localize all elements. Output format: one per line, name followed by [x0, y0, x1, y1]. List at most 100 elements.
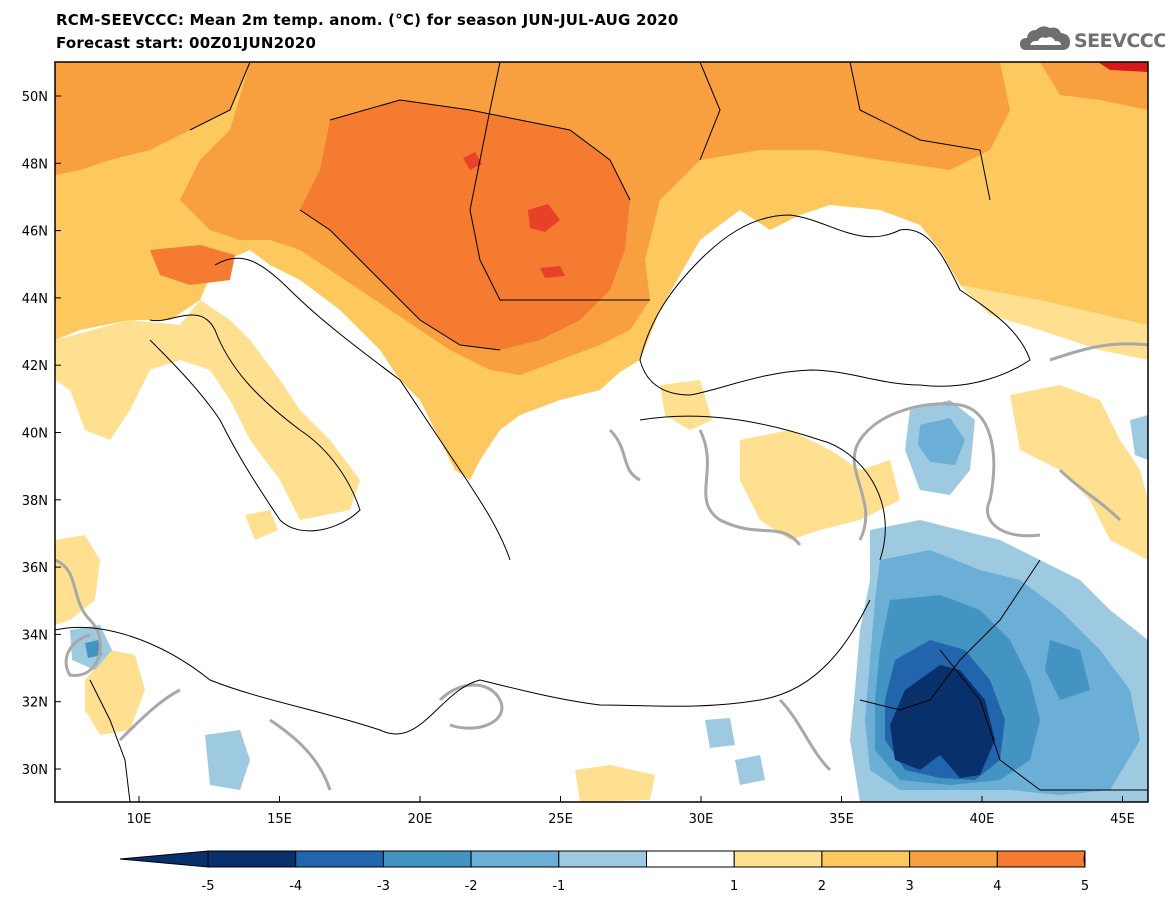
colorbar-label: -5	[202, 879, 215, 894]
warm-anomaly-patch	[660, 380, 712, 430]
border-line	[469, 62, 650, 301]
colorbar-segment	[996, 850, 1086, 868]
colorbar-segment	[207, 850, 297, 868]
colorbar-segment	[295, 850, 384, 868]
colorbar-segment	[470, 850, 560, 868]
lon-label: 30E	[689, 812, 714, 827]
colorbar-label: 4	[993, 879, 1001, 894]
cold-anomaly-region	[1130, 415, 1148, 460]
zero-anomaly-contours	[55, 342, 1148, 791]
warm-anomaly-patch	[245, 510, 278, 540]
lat-label: 40N	[22, 427, 48, 442]
longitude-axis: 10E 15E 20E 25E 30E 35E 40E 45E	[127, 796, 1135, 827]
warm-anomaly-patch	[55, 300, 360, 520]
lat-label: 34N	[22, 628, 48, 643]
map-title: RCM-SEEVCCC: Mean 2m temp. anom. (°C) fo…	[56, 11, 679, 29]
border-line	[859, 559, 1041, 711]
lon-label: 15E	[267, 812, 292, 827]
contour-line	[778, 698, 832, 772]
colorbar-min-arrow	[119, 850, 209, 868]
cold-anomaly-region	[705, 718, 735, 748]
warm-anomaly-hotspot	[150, 245, 235, 285]
colorbar-segment	[646, 850, 735, 868]
seevccc-logo: SEEVCCC	[1018, 20, 1165, 56]
lat-label: 32N	[22, 696, 48, 711]
colorbar-segment	[382, 850, 472, 868]
border-line	[699, 62, 721, 161]
border-line	[189, 62, 251, 131]
contour-line	[269, 718, 332, 791]
colorbar-max-arrow	[1083, 850, 1086, 868]
warm-anomaly-peak	[1098, 62, 1148, 72]
lon-label: 40E	[970, 812, 995, 827]
lat-label: 30N	[22, 763, 48, 778]
warm-anomaly-patch	[1010, 385, 1148, 560]
lat-label: 38N	[22, 494, 48, 509]
warm-anomaly-hotspot	[300, 100, 630, 350]
warm-anomaly-core	[55, 62, 250, 175]
colorbar-segment	[909, 850, 998, 868]
warm-anomaly-peak	[528, 204, 560, 232]
contour-line	[852, 402, 1041, 541]
colorbar: -5 -4 -3 -2 -1 1 2 3 4 5	[119, 850, 1089, 894]
cold-anomaly-core	[918, 418, 965, 465]
colorbar-label: 3	[905, 879, 913, 894]
forecast-start-subtitle: Forecast start: 00Z01JUN2020	[56, 34, 317, 52]
logo-text: SEEVCCC	[1074, 30, 1165, 52]
contour-line	[55, 558, 102, 677]
country-borders	[55, 62, 1148, 802]
border-line	[939, 649, 1148, 791]
border-line	[299, 209, 501, 351]
lon-label: 45E	[1110, 812, 1135, 827]
warm-anomaly-patch	[85, 650, 145, 735]
colorbar-label: -4	[289, 879, 302, 894]
lon-label: 25E	[548, 812, 573, 827]
warm-anomaly-peak	[540, 266, 565, 278]
contour-line	[118, 688, 181, 742]
lon-label: 10E	[127, 812, 152, 827]
contour-line	[698, 429, 802, 546]
contour-line	[438, 683, 504, 730]
contour-line	[1049, 342, 1148, 362]
cold-anomaly-strong	[1045, 640, 1090, 700]
colorbar-label: -1	[552, 879, 565, 894]
contour-line	[608, 428, 641, 482]
contour-line	[1058, 468, 1122, 522]
lat-label: 46N	[22, 225, 48, 240]
coastline-black-sea	[639, 214, 1031, 396]
colorbar-label: -2	[465, 879, 478, 894]
cloud-logo-icon	[1020, 26, 1070, 50]
cold-anomaly-extreme	[890, 665, 995, 778]
coastline-adriatic	[214, 257, 511, 561]
border-line	[849, 62, 991, 201]
lat-label: 36N	[22, 561, 48, 576]
cold-anomaly-region	[205, 730, 250, 790]
warm-anomaly-patch	[55, 535, 100, 625]
warm-anomaly-patch	[575, 765, 655, 802]
colorbar-label: 2	[818, 879, 826, 894]
colorbar-label: 5	[1081, 879, 1089, 894]
border-line	[329, 99, 631, 201]
warm-anomaly-patch	[960, 285, 1148, 360]
colorbar-label: -3	[377, 879, 390, 894]
cold-anomaly-strong	[85, 640, 102, 658]
border-line	[89, 679, 131, 802]
colorbar-segment	[558, 850, 647, 868]
lat-label: 48N	[22, 157, 48, 172]
coastline-anatolia	[639, 415, 886, 561]
colorbar-segment	[821, 850, 911, 868]
colorbar-segment	[733, 850, 823, 868]
warm-anomaly-peak	[463, 152, 482, 170]
lat-label: 42N	[22, 359, 48, 374]
anomaly-field	[55, 62, 1148, 802]
latitude-axis: 50N 48N 46N 44N 42N 40N 38N 36N 34N 32N 30N	[22, 90, 61, 778]
lon-label: 20E	[408, 812, 433, 827]
coastline-italy	[149, 314, 361, 532]
lat-label: 44N	[22, 292, 48, 307]
lon-label: 35E	[829, 812, 854, 827]
cold-anomaly-region	[735, 755, 765, 785]
lat-label: 50N	[22, 90, 48, 105]
warm-anomaly-core	[1040, 62, 1148, 110]
colorbar-label: 1	[730, 879, 738, 894]
